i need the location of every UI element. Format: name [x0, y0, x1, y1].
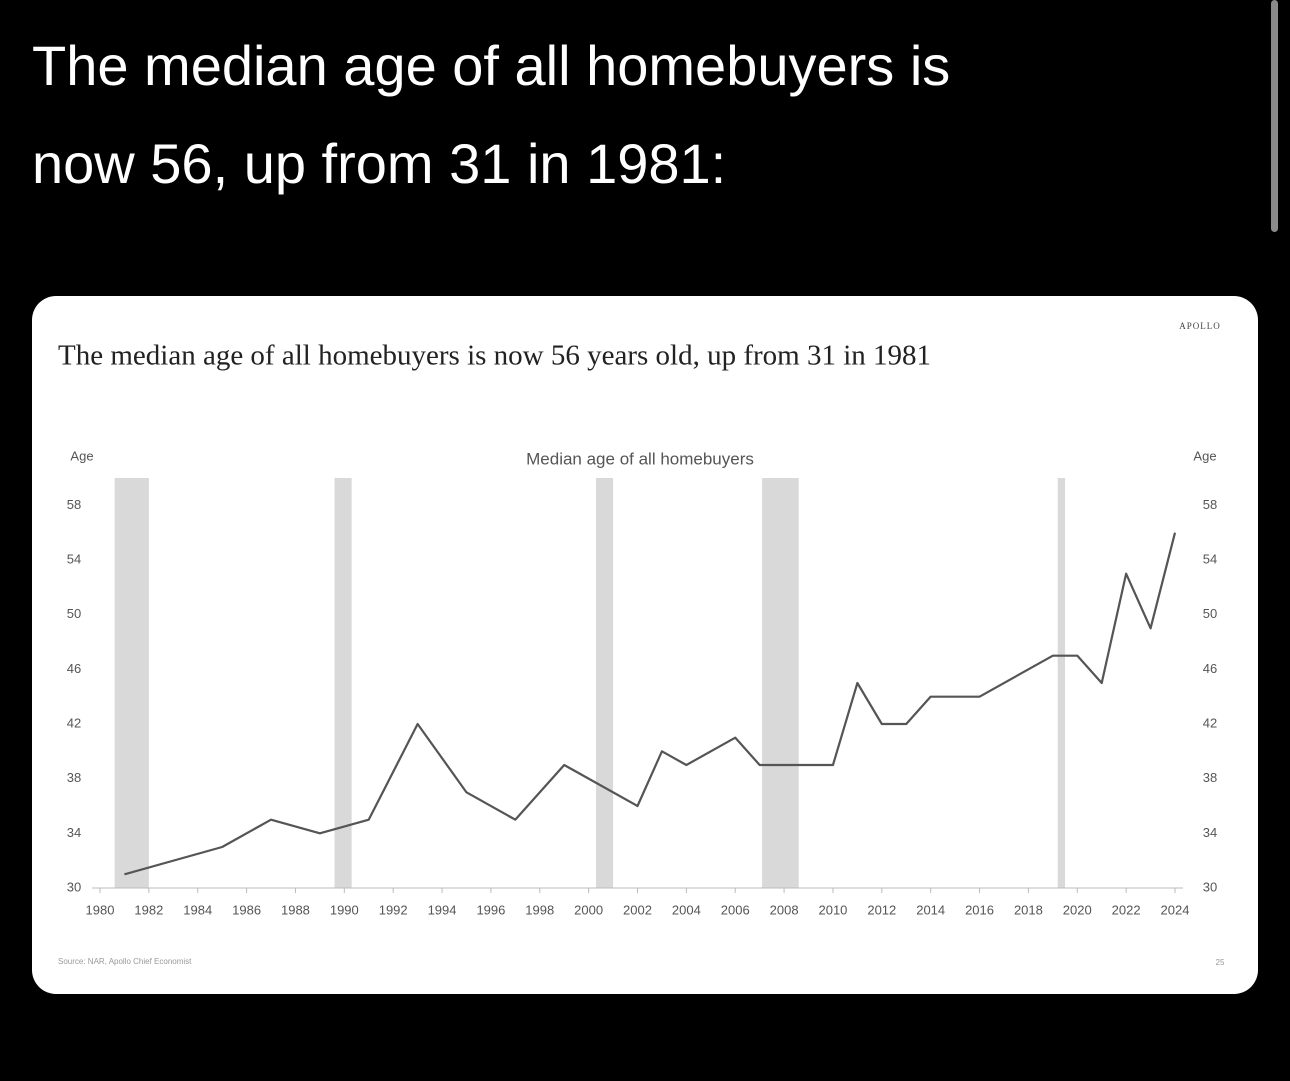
x-tick-label: 1984 [183, 902, 212, 917]
y2-tick-label: 58 [1203, 497, 1217, 512]
source: Source: NAR, Apollo Chief Economist [58, 957, 192, 966]
y2-tick-label: 42 [1203, 715, 1217, 730]
y2-axis-label: Age [1193, 448, 1216, 463]
recession-band [1057, 478, 1066, 888]
x-tick-label: 2024 [1161, 902, 1190, 917]
x-tick-label: 2012 [867, 902, 896, 917]
page-number: 25 [1216, 958, 1225, 967]
y2-tick-label: 50 [1203, 606, 1217, 621]
x-tick-label: 2020 [1063, 902, 1092, 917]
recession-band [595, 478, 614, 888]
x-tick-label: 2008 [770, 902, 799, 917]
x-tick-label: 1988 [281, 902, 310, 917]
y-tick-label: 46 [67, 661, 81, 676]
y-tick-label: 50 [67, 606, 81, 621]
x-tick-label: 1992 [379, 902, 408, 917]
y-tick-label: 34 [67, 825, 81, 840]
chart-subtitle: Median age of all homebuyers [526, 449, 754, 468]
y-tick-label: 58 [67, 497, 81, 512]
x-tick-label: 2004 [672, 902, 701, 917]
recession-band [334, 478, 352, 888]
data-line [124, 532, 1177, 876]
x-tick-label: 2016 [965, 902, 994, 917]
y-tick-label: 38 [67, 770, 81, 785]
y2-tick-label: 46 [1203, 661, 1217, 676]
x-tick-label: 1986 [232, 902, 261, 917]
y-tick-label: 54 [67, 551, 81, 566]
y2-tick-label: 34 [1203, 825, 1217, 840]
x-tick-label: 2000 [574, 902, 603, 917]
plot: 30 30 34 34 38 38 42 42 46 46 50 50 54 54 58 58 1980 1982… [67, 478, 1217, 917]
chart-title: The median age of all homebuyers is now … [58, 340, 931, 372]
tweet-line: The median age of all homebuyers is [32, 34, 950, 97]
y-axis-label: Age [70, 448, 93, 463]
x-tick-label: 2014 [916, 902, 945, 917]
scrollbar[interactable] [1271, 0, 1278, 232]
x-tick-label: 1994 [428, 902, 457, 917]
y2-tick-label: 30 [1203, 879, 1217, 894]
x-tick-label: 2010 [818, 902, 847, 917]
x-tick-label: 2022 [1112, 902, 1141, 917]
y2-tick-label: 54 [1203, 551, 1217, 566]
x-tick-label: 1980 [86, 902, 115, 917]
y-tick-label: 30 [67, 879, 81, 894]
brand: APOLLO [1179, 321, 1221, 331]
recession-band [762, 478, 799, 888]
x-tick-label: 1990 [330, 902, 359, 917]
y2-tick-label: 38 [1203, 770, 1217, 785]
x-tick-label: 1982 [134, 902, 163, 917]
x-tick-label: 2018 [1014, 902, 1043, 917]
x-tick-label: 2006 [721, 902, 750, 917]
tweet-line: now 56, up from 31 in 1981: [32, 132, 726, 195]
y-tick-label: 42 [67, 715, 81, 730]
x-tick-label: 1998 [525, 902, 554, 917]
chart-card [32, 296, 1258, 994]
x-tick-label: 2002 [623, 902, 652, 917]
recession-band [114, 478, 149, 888]
x-tick-label: 1996 [476, 902, 505, 917]
